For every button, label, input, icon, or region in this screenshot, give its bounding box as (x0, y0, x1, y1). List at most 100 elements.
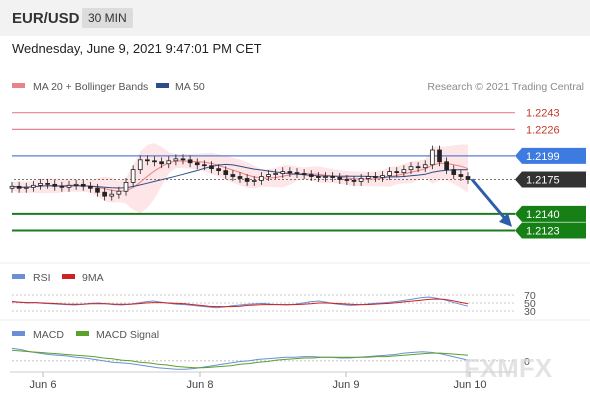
candle-body (422, 164, 428, 169)
candle-body (430, 149, 435, 166)
macd-line (11, 347, 469, 370)
candle-body (88, 185, 93, 189)
candle-body (415, 166, 421, 169)
candle-body (202, 164, 207, 167)
macd-tick-label: 0 (524, 356, 530, 368)
projection-arrowhead (499, 212, 512, 227)
candle-body (294, 172, 300, 174)
support-level-label: 1.2123 (526, 226, 560, 238)
x-tick-label: Jun 8 (187, 379, 214, 391)
legend-ma50-swatch (156, 83, 169, 88)
timeframe-badge[interactable]: 30 MIN (82, 8, 133, 28)
candle-body (16, 185, 22, 189)
candle-body (301, 173, 307, 175)
candle-body (102, 191, 107, 197)
candle-body (273, 173, 278, 175)
candle-body (194, 162, 200, 166)
ma50-line (11, 163, 469, 189)
support-level-tag (515, 222, 586, 239)
legend-ma20-label: MA 20 + Bollinger Bands (33, 81, 148, 93)
rsi-tick-label: 30 (524, 306, 536, 318)
candle-body (287, 171, 293, 174)
legend-ma50-label: MA 50 (175, 81, 205, 93)
legend-macd-swatch (12, 331, 25, 336)
candle-body (373, 176, 378, 178)
legend-macd-signal-label: MACD Signal (96, 329, 159, 341)
candle-body (123, 181, 129, 192)
rsi-ma-line (11, 298, 469, 308)
candle-body (387, 171, 392, 176)
rsi-tick-label: 70 (524, 290, 536, 302)
legend-rsi-label: RSI (33, 272, 51, 284)
macd-signal-line (11, 349, 469, 369)
candle-body (130, 169, 136, 183)
candle-body (401, 169, 407, 173)
candle-body (45, 182, 50, 185)
candle-body (259, 176, 264, 181)
candle-body (323, 176, 328, 178)
candle-body (52, 183, 58, 187)
candle-body (145, 159, 150, 162)
current-level-tag (515, 171, 586, 188)
candle-body (173, 158, 179, 162)
candle-body (266, 174, 271, 177)
candle-body (251, 180, 257, 182)
candle-body (66, 184, 72, 188)
pivot-level-label: 1.2199 (526, 151, 560, 163)
level-label-layer: 1.2243 1.2226 1.2199 1.2175 1.2140 1.2123 (515, 108, 586, 239)
candle-body (209, 165, 214, 170)
candle-body (237, 176, 243, 179)
symbol-title: EUR/USD (12, 10, 80, 27)
candle-body (358, 178, 364, 182)
candle-body (9, 185, 15, 189)
candle-body (223, 170, 229, 175)
candle-body (95, 187, 100, 193)
candle-layer (9, 145, 471, 201)
candle-body (451, 169, 457, 175)
projection-layer (470, 178, 512, 227)
watermark-logo: FXMFX (464, 353, 553, 383)
candle-body (337, 177, 343, 180)
candle-body (316, 176, 321, 178)
macd-layer: 0 (11, 347, 530, 370)
candle-body (59, 185, 65, 188)
candle-body (344, 179, 350, 181)
candle-body (408, 166, 414, 171)
candle-body (116, 190, 122, 195)
x-tick-label: Jun 10 (453, 379, 486, 391)
candle-body (330, 176, 335, 178)
candle-body (308, 174, 314, 177)
legend-rsi-ma-label: 9MA (82, 272, 104, 284)
candle-body (73, 183, 79, 186)
legend-rsi-ma-swatch (62, 274, 75, 279)
candle-body (465, 176, 471, 180)
candle-body (152, 160, 157, 163)
legend-macd-label: MACD (33, 329, 64, 341)
copyright-text: Research © 2021 Trading Central (427, 81, 584, 93)
candle-body (31, 184, 36, 188)
pivot-level-tag (515, 147, 586, 164)
header-bar: EUR/USD 30 MIN (0, 0, 590, 36)
candle-body (80, 183, 86, 187)
candle-body (280, 171, 286, 174)
legend-ma20-swatch (12, 83, 25, 88)
legend-macd-signal-swatch (76, 331, 89, 336)
support-level-label: 1.2140 (526, 209, 560, 221)
candle-body (109, 193, 115, 197)
resistance-level-label: 1.2226 (526, 124, 560, 136)
support-level-tag (515, 205, 586, 222)
candle-body (159, 161, 164, 165)
candle-body (187, 159, 193, 164)
candle-body (137, 159, 143, 171)
candle-body (458, 174, 464, 177)
candle-body (230, 174, 236, 177)
candle-body (23, 186, 29, 189)
candle-body (351, 180, 357, 182)
chart-timestamp: Wednesday, June 9, 2021 9:47:01 PM CET (12, 41, 262, 56)
candle-body (38, 182, 43, 186)
legend-rsi-swatch (12, 274, 25, 279)
projection-arrow (470, 178, 508, 221)
candle-body (166, 160, 172, 165)
